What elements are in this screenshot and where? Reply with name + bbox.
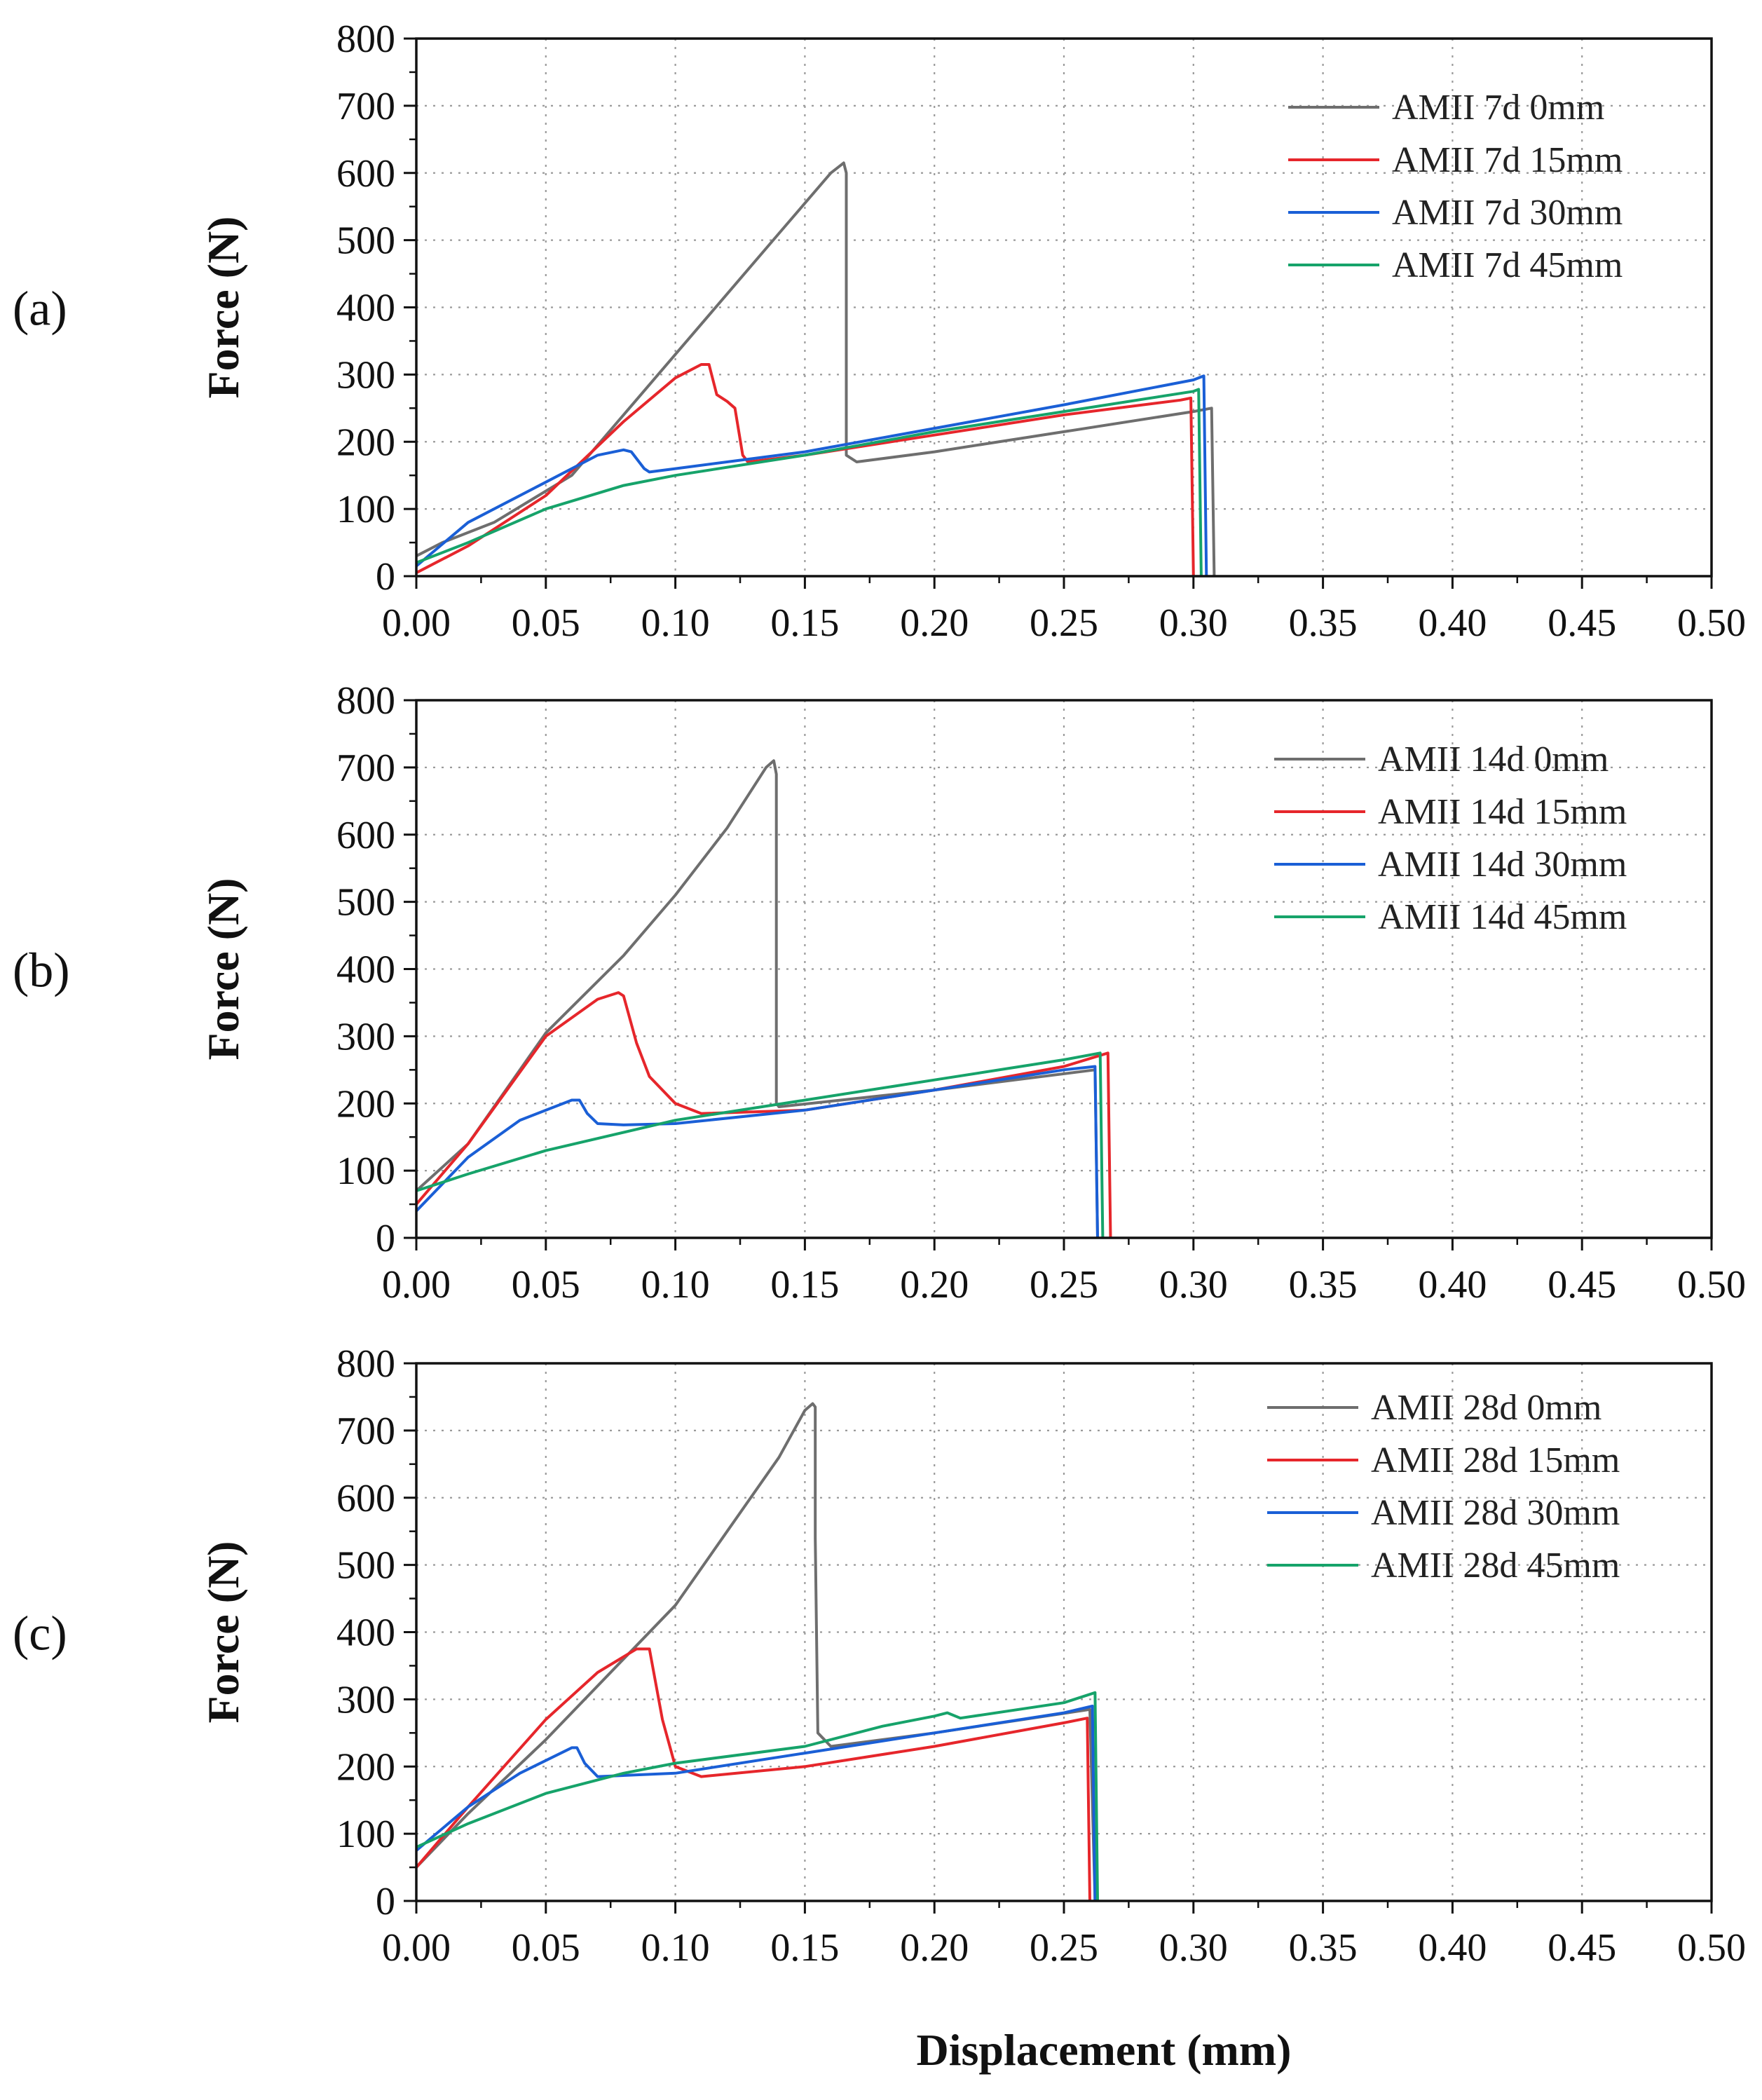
y-tick-label: 400 — [336, 948, 395, 992]
y-tick-label: 300 — [336, 1678, 395, 1721]
x-tick-label: 0.40 — [1418, 1263, 1487, 1307]
legend-label-3: AMII 7d 30mm — [1392, 193, 1623, 233]
x-tick-label: 0.05 — [512, 1263, 580, 1307]
x-tick-label: 0.30 — [1159, 1926, 1228, 1970]
legend-label-2: AMII 7d 15mm — [1392, 140, 1623, 180]
y-tick-label: 800 — [336, 18, 395, 61]
x-tick-label: 0.45 — [1548, 1263, 1616, 1307]
y-tick-label: 0 — [376, 555, 395, 599]
series-line-1 — [415, 1402, 1097, 1902]
y-tick-label: 300 — [336, 353, 395, 397]
legend-label-1: AMII 28d 0mm — [1371, 1388, 1601, 1428]
legend-label-4: AMII 28d 45mm — [1371, 1546, 1620, 1586]
legend-label-1: AMII 7d 0mm — [1392, 88, 1604, 128]
y-tick-label: 300 — [336, 1015, 395, 1058]
x-tick-label: 0.30 — [1159, 601, 1228, 645]
y-tick-label: 800 — [336, 679, 395, 723]
x-tick-label: 0.50 — [1677, 1926, 1746, 1970]
x-tick-label: 0.00 — [382, 1263, 451, 1307]
y-tick-label: 700 — [336, 85, 395, 128]
x-tick-label: 0.15 — [770, 601, 839, 645]
panel-label: (c) — [13, 1607, 67, 1661]
panel-label: (a) — [13, 282, 67, 336]
x-tick-label: 0.30 — [1159, 1263, 1228, 1307]
y-tick-label: 200 — [336, 1082, 395, 1126]
x-tick-label: 0.00 — [382, 601, 451, 645]
legend-label-4: AMII 14d 45mm — [1378, 897, 1627, 937]
legend-label-4: AMII 7d 45mm — [1392, 245, 1623, 285]
x-tick-label: 0.05 — [512, 1926, 580, 1970]
y-tick-label: 200 — [336, 1745, 395, 1789]
y-tick-label: 400 — [336, 1611, 395, 1655]
x-tick-label: 0.35 — [1289, 601, 1358, 645]
series-line-4 — [416, 1051, 1105, 1239]
y-tick-label: 700 — [336, 1410, 395, 1453]
legend-label-1: AMII 14d 0mm — [1378, 739, 1609, 779]
legend-label-2: AMII 14d 15mm — [1378, 792, 1627, 832]
x-tick-label: 0.15 — [770, 1926, 839, 1970]
series-line-3 — [415, 374, 1208, 577]
x-tick-label: 0.10 — [641, 1263, 710, 1307]
y-tick-label: 400 — [336, 287, 395, 330]
panel-label: (b) — [13, 944, 70, 998]
x-tick-label: 0.10 — [641, 601, 710, 645]
x-tick-label: 0.50 — [1677, 601, 1746, 645]
legend-label-3: AMII 14d 30mm — [1378, 845, 1627, 885]
series-line-4 — [416, 388, 1203, 577]
x-tick-label: 0.20 — [900, 1926, 969, 1970]
y-tick-label: 500 — [336, 1544, 395, 1588]
x-tick-label: 0.50 — [1677, 1263, 1746, 1307]
y-axis-title: Force (N) — [198, 217, 248, 399]
x-tick-label: 0.05 — [512, 601, 580, 645]
x-tick-label: 0.25 — [1030, 1263, 1098, 1307]
series-line-3 — [415, 1065, 1099, 1239]
x-tick-label: 0.25 — [1030, 601, 1098, 645]
panel-b: 0.00 0.05 0.10 0.15 0.20 0.25 0.30 0.35 0.40 0.45… — [13, 679, 1746, 1307]
panel-a: 0.00 0.05 0.10 0.15 0.20 0.25 0.30 0.35 0.40 0.45… — [13, 18, 1746, 645]
y-tick-label: 100 — [336, 1150, 395, 1193]
series-line-2 — [415, 991, 1112, 1239]
y-tick-label: 100 — [336, 1813, 395, 1856]
y-tick-label: 500 — [336, 881, 395, 925]
y-tick-label: 600 — [336, 814, 395, 857]
x-tick-label: 0.40 — [1418, 1926, 1487, 1970]
legend-label-3: AMII 28d 30mm — [1371, 1493, 1620, 1533]
series-line-2 — [415, 1647, 1091, 1902]
y-tick-label: 100 — [336, 488, 395, 531]
y-tick-label: 800 — [336, 1342, 395, 1386]
x-axis-title: Displacement (mm) — [917, 2025, 1292, 2075]
x-tick-label: 0.35 — [1289, 1263, 1358, 1307]
series-line-1 — [415, 759, 1099, 1239]
series-line-3 — [415, 1705, 1097, 1902]
x-tick-label: 0.40 — [1418, 601, 1487, 645]
x-tick-label: 0.35 — [1289, 1926, 1358, 1970]
y-tick-label: 600 — [336, 152, 395, 196]
x-tick-label: 0.15 — [770, 1263, 839, 1307]
y-tick-label: 600 — [336, 1477, 395, 1520]
panel-c: 0.00 0.05 0.10 0.15 0.20 0.25 0.30 0.35 0.40 0.45… — [13, 1342, 1746, 1970]
y-axis-title: Force (N) — [198, 878, 248, 1061]
x-tick-label: 0.10 — [641, 1926, 710, 1970]
x-tick-label: 0.45 — [1548, 1926, 1616, 1970]
y-axis-title: Force (N) — [198, 1541, 248, 1724]
x-tick-label: 0.00 — [382, 1926, 451, 1970]
series-line-2 — [416, 363, 1195, 577]
y-tick-label: 700 — [336, 746, 395, 790]
y-tick-label: 0 — [376, 1217, 395, 1260]
x-tick-label: 0.25 — [1030, 1926, 1098, 1970]
x-tick-label: 0.20 — [900, 601, 969, 645]
series-line-4 — [416, 1691, 1099, 1902]
y-tick-label: 200 — [336, 421, 395, 464]
x-tick-label: 0.45 — [1548, 601, 1616, 645]
y-tick-label: 0 — [376, 1880, 395, 1923]
x-tick-label: 0.20 — [900, 1263, 969, 1307]
y-tick-label: 500 — [336, 219, 395, 263]
legend-label-2: AMII 28d 15mm — [1371, 1440, 1620, 1480]
